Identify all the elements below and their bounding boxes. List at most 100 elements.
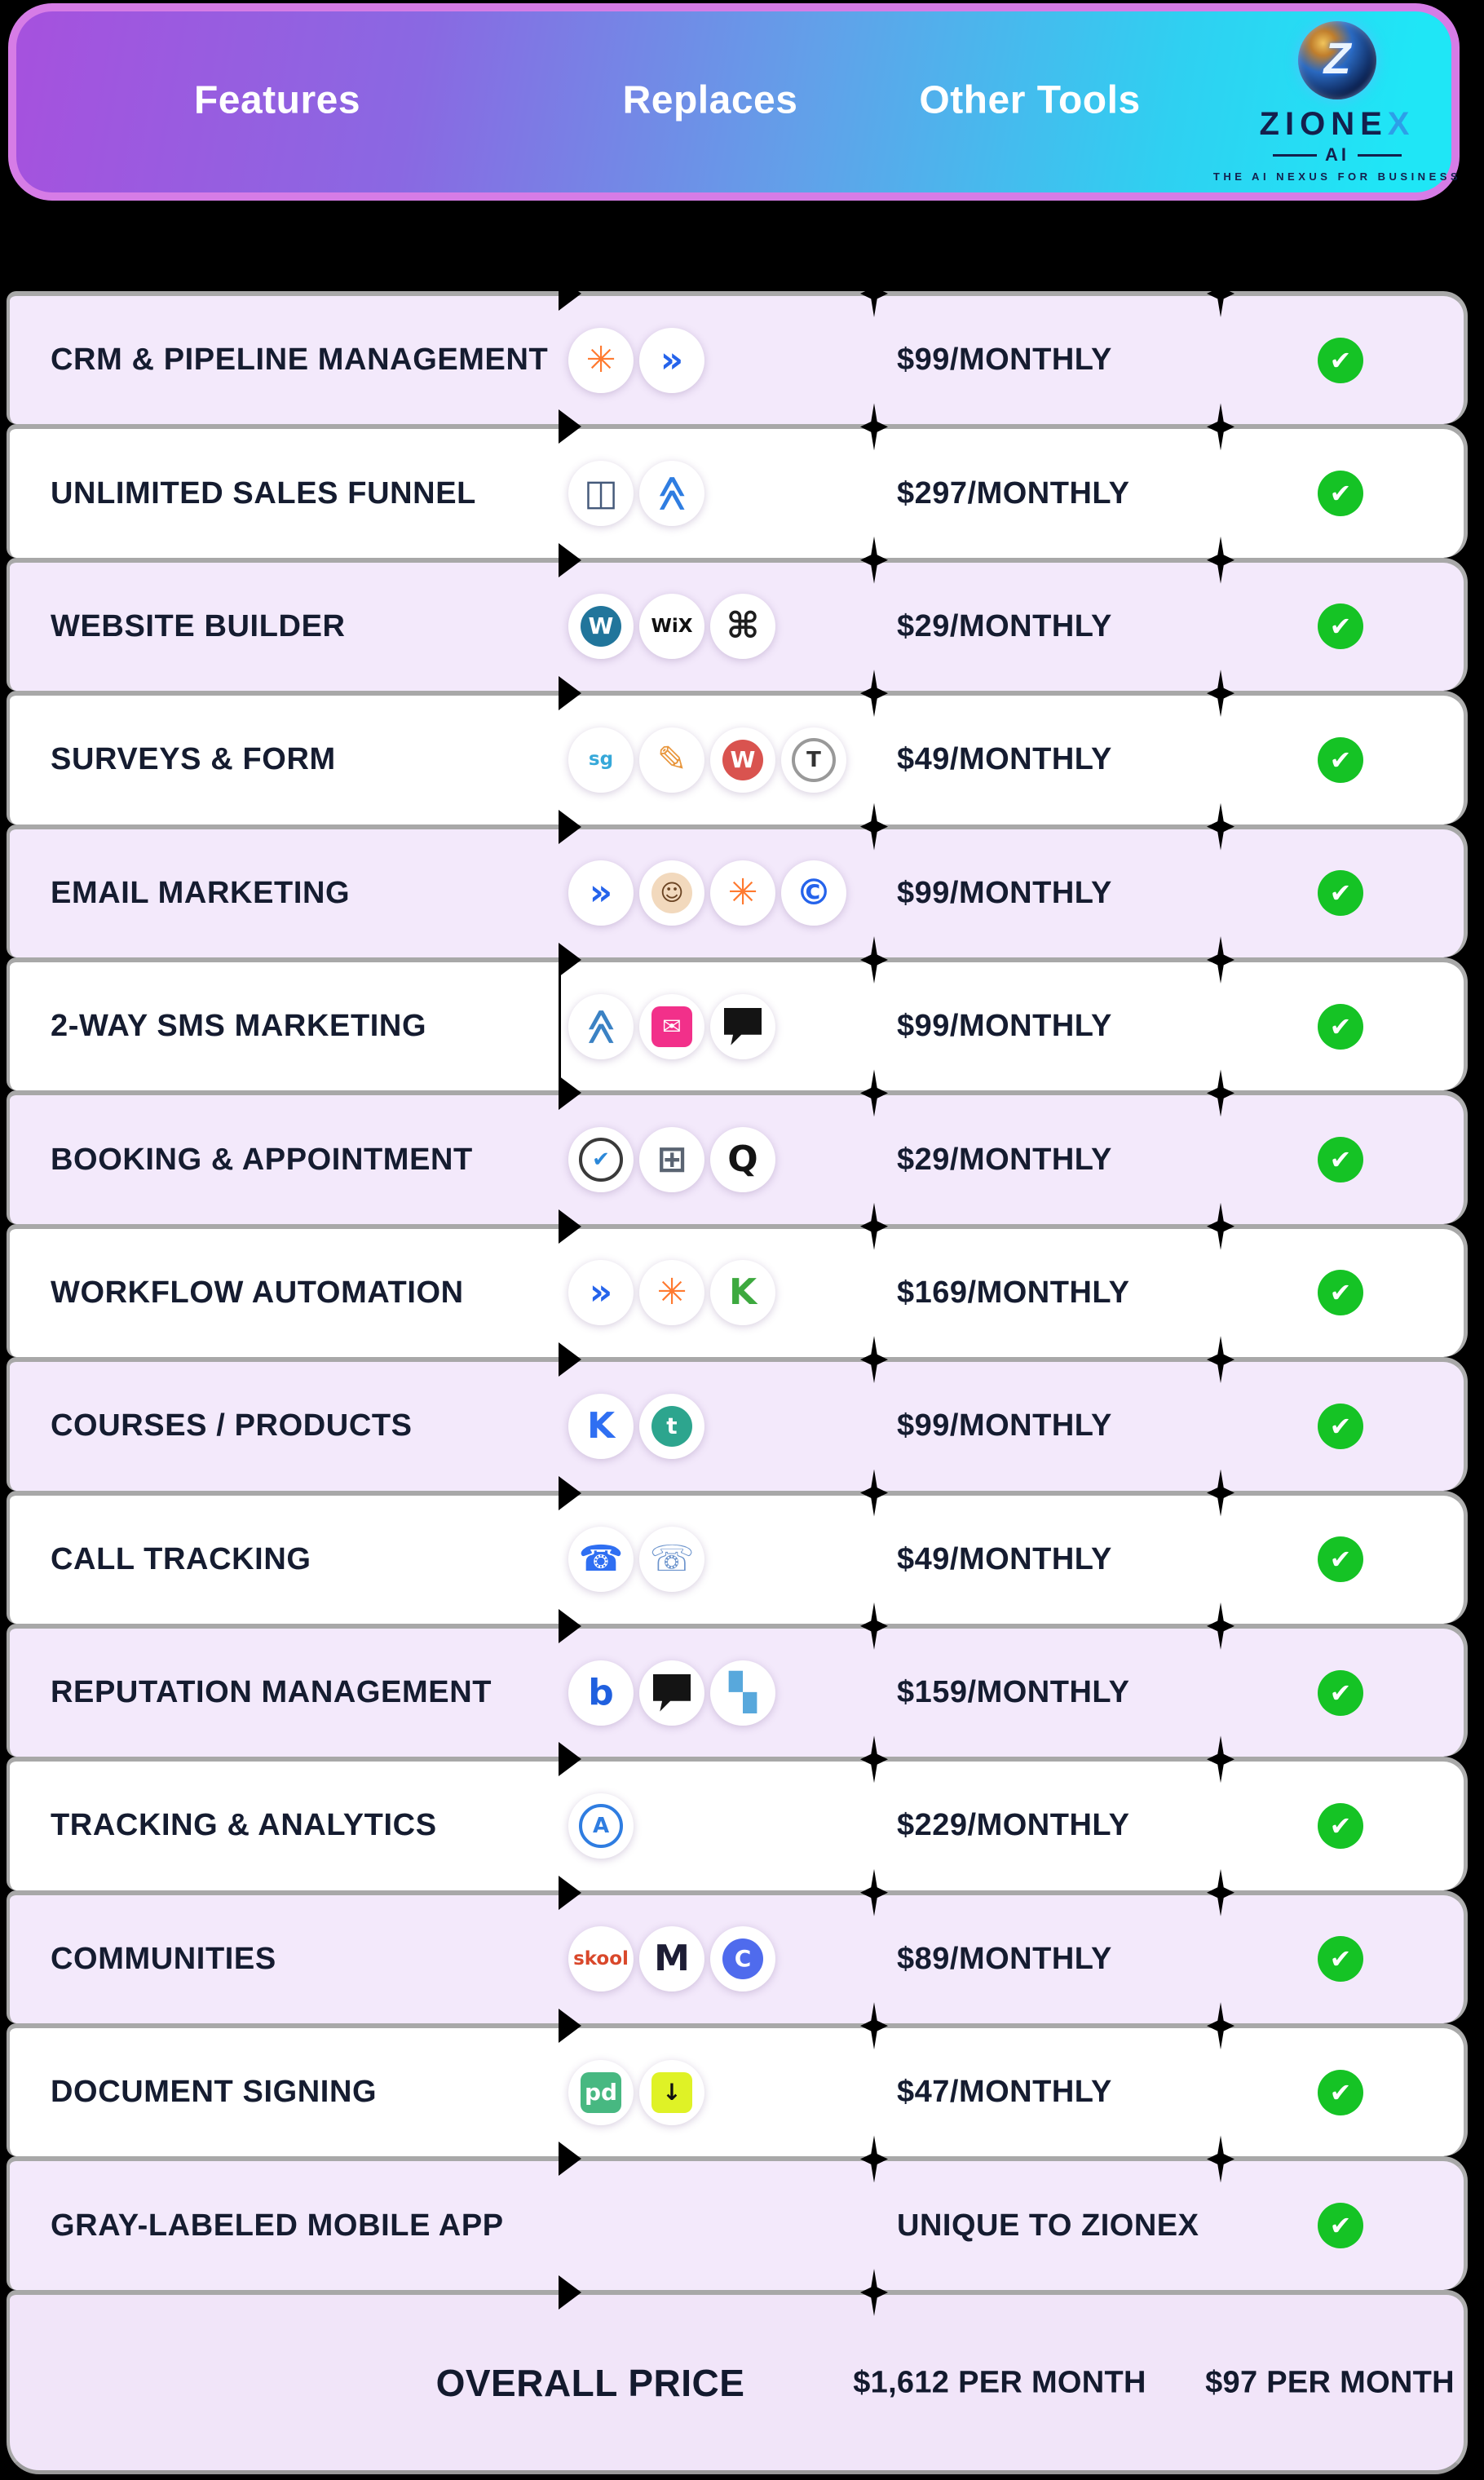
sms-chevrons-icon: ≫: [568, 993, 634, 1059]
replaces-cell: A: [559, 1762, 871, 1890]
check-icon: ✔: [1318, 1802, 1363, 1849]
feature-cell: SURVEYS & FORM: [10, 696, 559, 824]
check-icon: ✔: [1318, 2069, 1363, 2115]
kajabi-icon: K: [568, 1393, 634, 1459]
check-icon: ✔: [1318, 1270, 1363, 1316]
check-icon: ✔: [1318, 2203, 1363, 2249]
hubspot-icon: ✳: [639, 1260, 704, 1326]
feature-cell: GRAY-LABELED MOBILE APP: [10, 2161, 559, 2289]
check-icon: ✔: [1318, 1003, 1363, 1050]
table-row: WEBSITE BUILDER W WiX ⌘ $29/MONTHLY ✔: [7, 536, 1468, 692]
feature-cell: WORKFLOW AUTOMATION: [10, 1229, 559, 1357]
zionex-cell: ✔: [1217, 1762, 1464, 1890]
feature-label: BOOKING & APPOINTMENT: [51, 1142, 473, 1177]
squarespace-icon: ⌘: [710, 594, 775, 660]
wordpress-icon: W: [568, 594, 634, 660]
feature-cell: EMAIL MARKETING: [10, 829, 559, 957]
junction-triangle: [559, 676, 581, 711]
other-tools-price: $29/MONTHLY: [897, 608, 1112, 643]
junction-triangle: [559, 809, 581, 844]
feature-cell: DOCUMENT SIGNING: [10, 2028, 559, 2156]
feature-cell: COMMUNITIES: [10, 1895, 559, 2023]
replaces-cell: sg ✎ W T: [559, 696, 871, 824]
podium-bubble-icon: [710, 993, 775, 1059]
junction-triangle: [559, 409, 581, 444]
junction-triangle: [559, 1742, 581, 1777]
feature-label: UNLIMITED SALES FUNNEL: [51, 475, 476, 511]
table-row: CALL TRACKING ☎ ☏ $49/MONTHLY ✔: [7, 1469, 1468, 1624]
junction-triangle: [559, 276, 581, 311]
activecampaign-icon: »: [639, 327, 704, 393]
zionex-cell: ✔: [1217, 1895, 1464, 2023]
footer-band: OVERALL PRICE $1,612 PER MONTH $97 PER M…: [7, 2269, 1468, 2474]
feature-label: GRAY-LABELED MOBILE APP: [51, 2208, 504, 2243]
other-tools-price: $89/MONTHLY: [897, 1941, 1112, 1976]
replaces-cell: ✔ ⊞ Q: [559, 1095, 871, 1223]
clickfunnels-icon: ◫: [568, 461, 634, 527]
other-tools-price: $47/MONTHLY: [897, 2075, 1112, 2110]
table-row: 2-WAY SMS MARKETING ≫ ✉ $99/MONTHLY ✔: [7, 935, 1468, 1091]
other-tools-cell: $49/MONTHLY: [871, 696, 1217, 824]
junction-triangle: [559, 1475, 581, 1510]
zionex-cell: ✔: [1217, 2161, 1464, 2289]
other-tools-cell: $159/MONTHLY: [871, 1629, 1217, 1757]
agencyanalytics-icon: A: [568, 1793, 634, 1859]
replaces-cell: ≫ ✉: [559, 962, 871, 1090]
mailchimp-icon: ☺: [639, 860, 704, 926]
junction-triangle: [559, 2275, 581, 2310]
other-tools-price: $49/MONTHLY: [897, 742, 1112, 777]
zionex-cell: ✔: [1217, 1496, 1464, 1624]
podium-bubble-icon: [639, 1660, 704, 1726]
birdeye-icon: b: [568, 1660, 634, 1726]
brand-ai-label: AI: [1273, 144, 1402, 166]
replaces-cell: ☎ ☏: [559, 1496, 871, 1624]
other-tools-cell: $29/MONTHLY: [871, 1095, 1217, 1223]
brand-name: ZIONEX: [1259, 106, 1416, 142]
other-tools-cell: $99/MONTHLY: [871, 962, 1217, 1090]
feature-label: 2-WAY SMS MARKETING: [51, 1009, 427, 1044]
table-row: BOOKING & APPOINTMENT ✔ ⊞ Q $29/MONTHLY ✔: [7, 1069, 1468, 1224]
other-tools-cell: $99/MONTHLY: [871, 296, 1217, 424]
table-row: EMAIL MARKETING » ☺ ✳ © $99/MONTHLY ✔: [7, 802, 1468, 957]
other-tools-cell: $99/MONTHLY: [871, 1362, 1217, 1490]
pandadoc-icon: pd: [568, 2059, 634, 2125]
other-tools-cell: $169/MONTHLY: [871, 1229, 1217, 1357]
zionex-total: $97 PER MONTH: [1205, 2365, 1455, 2399]
table-row: UNLIMITED SALES FUNNEL ◫ ≫ $297/MONTHLY ✔: [7, 403, 1468, 558]
junction-triangle: [559, 2009, 581, 2044]
replaces-cell: pd ↓: [559, 2028, 871, 2156]
junction-triangle: [559, 942, 581, 977]
check-icon: ✔: [1318, 1403, 1363, 1449]
other-tools-price: $99/MONTHLY: [897, 1408, 1112, 1443]
junction-triangle: [559, 1209, 581, 1244]
zionex-cell: ✔: [1217, 829, 1464, 957]
brand-tagline: THE AI NEXUS FOR BUSINESS: [1212, 170, 1462, 183]
booking-check-icon: ✔: [568, 1127, 634, 1193]
calendar-icon: ⊞: [639, 1127, 704, 1193]
replaces-cell: b ▚: [559, 1629, 871, 1757]
feature-label: REPUTATION MANAGEMENT: [51, 1675, 492, 1710]
feature-cell: UNLIMITED SALES FUNNEL: [10, 429, 559, 557]
check-icon: ✔: [1318, 1536, 1363, 1583]
replaces-cell: ✳»: [559, 296, 871, 424]
replaces-cell: W WiX ⌘: [559, 563, 871, 691]
other-tools-cell: $99/MONTHLY: [871, 829, 1217, 957]
zionex-orb-icon: Z: [1298, 21, 1376, 99]
feature-cell: CRM & PIPELINE MANAGEMENT: [10, 296, 559, 424]
zionex-logo: Z ZIONEX AI THE AI NEXUS FOR BUSINESS: [1203, 18, 1472, 186]
feature-table: CRM & PIPELINE MANAGEMENT ✳» $99/MONTHLY…: [7, 270, 1468, 2290]
stacked-chevrons-icon: ≫: [639, 461, 704, 527]
zionex-cell: ✔: [1217, 296, 1464, 424]
other-tools-cell: $229/MONTHLY: [871, 1762, 1217, 1890]
signwell-icon: ↓: [639, 2059, 704, 2125]
feature-label: EMAIL MARKETING: [51, 875, 351, 910]
other-tools-price: $99/MONTHLY: [897, 343, 1112, 378]
puzzle-icon: ▚: [710, 1660, 775, 1726]
other-tools-cell: $297/MONTHLY: [871, 429, 1217, 557]
junction-triangle: [559, 1076, 581, 1111]
feature-label: WEBSITE BUILDER: [51, 608, 346, 643]
constantcontact-icon: ©: [781, 860, 846, 926]
check-icon: ✔: [1318, 1669, 1363, 1716]
